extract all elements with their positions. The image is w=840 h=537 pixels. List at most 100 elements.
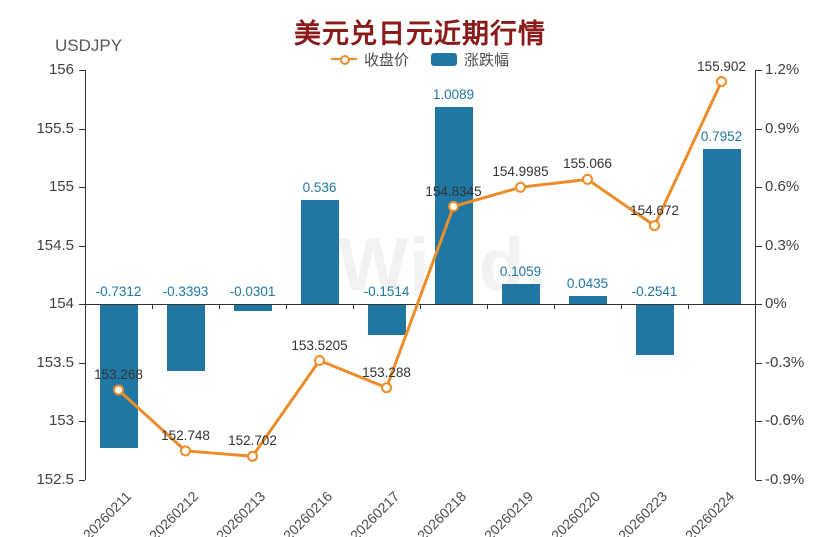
chart-legend: 收盘价 涨跌幅 (0, 48, 840, 70)
left-axis-tick (79, 187, 85, 189)
x-axis-label: 20260217 (346, 488, 402, 537)
left-axis-tick (79, 128, 85, 130)
left-axis-tick (79, 362, 85, 364)
x-axis-label: 20260219 (480, 488, 536, 537)
category-tick (219, 304, 220, 310)
close-value-label: 153.288 (362, 364, 411, 380)
close-value-label: 153.5205 (291, 337, 348, 353)
left-axis-tick-label: 152.5 (36, 471, 74, 488)
close-value-label: 155.902 (697, 58, 746, 74)
right-axis-tick-label: -0.9% (765, 471, 805, 488)
chart-title: 美元兑日元近期行情 (294, 19, 546, 49)
left-axis-line (85, 70, 86, 480)
close-price-point (448, 201, 459, 212)
x-axis-label: 20260220 (547, 488, 603, 537)
close-price-point (314, 355, 325, 366)
left-axis-tick-label: 153 (48, 412, 74, 430)
left-axis-title: USDJPY (55, 36, 123, 55)
category-tick (286, 304, 287, 310)
bar-series-icon (431, 52, 457, 66)
bar-value-label: 0.536 (302, 179, 337, 195)
right-axis-tick (756, 304, 762, 306)
close-price-point (515, 181, 526, 193)
bar-change-20260224 (702, 149, 741, 305)
left-axis-tick (79, 245, 85, 247)
close-price-point (582, 173, 593, 185)
close-price-point (180, 445, 191, 457)
close-value-label: 154.672 (630, 202, 679, 218)
x-axis-label: 20260218 (413, 488, 469, 537)
bar-value-label: 1.0089 (432, 87, 475, 103)
close-price-point (649, 220, 660, 232)
x-axis-label: 20260216 (279, 488, 335, 537)
left-axis-tick (79, 70, 85, 71)
right-axis-tick (756, 362, 762, 364)
left-axis-tick-label: 156 (48, 61, 74, 78)
right-axis-tick (756, 421, 762, 423)
close-value-label: 155.066 (563, 156, 612, 172)
right-axis-tick-label: 1.2% (765, 61, 800, 78)
legend-label-close-price: 收盘价 (363, 51, 409, 69)
right-axis-tick-label: -0.3% (765, 353, 805, 371)
left-axis-tick (79, 304, 85, 306)
category-tick (420, 304, 421, 310)
bar-change-20260212 (166, 305, 205, 372)
left-axis-tick-label: 154 (48, 295, 74, 313)
right-axis-tick-label: 0% (765, 295, 787, 313)
x-axis-label: 20260211 (79, 488, 134, 537)
bar-value-label: -0.2541 (631, 284, 678, 300)
right-axis-tick (756, 70, 762, 71)
left-axis-tick-label: 155.5 (36, 119, 74, 137)
bar-change-20260223 (635, 305, 674, 355)
right-axis-line (755, 70, 756, 480)
legend-item-change-pct[interactable]: 涨跌幅 (431, 49, 509, 70)
category-tick (554, 304, 555, 310)
bar-change-20260220 (568, 295, 607, 305)
close-value-label: 152.748 (161, 427, 210, 443)
category-tick (621, 304, 622, 310)
left-axis-tick (79, 480, 85, 481)
close-price-line (113, 76, 727, 462)
close-price-polyline (117, 80, 723, 458)
bar-value-label: -0.1514 (363, 284, 410, 300)
category-tick (152, 304, 153, 310)
left-axis-tick-label: 153.5 (36, 353, 74, 371)
close-value-label: 154.8345 (425, 183, 482, 199)
close-price-point (381, 382, 392, 394)
bar-value-label: 0.1059 (499, 263, 542, 279)
right-axis-tick (756, 480, 762, 481)
left-axis-tick-label: 155 (48, 178, 74, 196)
bar-value-label: -0.3393 (162, 284, 209, 300)
right-axis-tick (756, 128, 762, 130)
bar-value-label: -0.7312 (95, 284, 142, 300)
close-value-label: 154.9985 (492, 164, 549, 180)
bar-value-label: 0.7952 (700, 129, 743, 144)
close-value-label: 152.702 (228, 433, 277, 449)
bar-change-20260213 (233, 305, 272, 312)
x-axis-label: 20260224 (681, 488, 737, 537)
close-price-point (247, 450, 258, 462)
close-price-point (113, 384, 124, 396)
close-value-label: 153.268 (94, 367, 143, 382)
x-axis-label: 20260223 (614, 488, 670, 537)
category-tick (688, 304, 689, 310)
bar-change-20260216 (300, 199, 339, 305)
x-axis-label: 20260212 (145, 488, 201, 537)
bar-value-label: 0.0435 (566, 275, 609, 291)
bar-change-20260219 (501, 283, 540, 305)
category-tick (353, 304, 354, 310)
line-series-icon (330, 53, 357, 65)
right-axis-tick-label: 0.9% (765, 119, 800, 137)
left-axis-tick-label: 154.5 (36, 236, 74, 254)
right-axis-tick (756, 187, 762, 189)
close-price-point (716, 76, 727, 87)
legend-item-close-price[interactable]: 收盘价 (330, 49, 409, 70)
category-tick (487, 304, 488, 310)
x-axis-label: 20260213 (212, 488, 268, 537)
right-axis-tick-label: 0.3% (765, 236, 800, 254)
legend-label-change-pct: 涨跌幅 (464, 51, 510, 69)
left-axis-tick (79, 421, 85, 423)
bar-change-20260211 (99, 305, 138, 449)
right-axis-tick-label: 0.6% (765, 178, 800, 196)
